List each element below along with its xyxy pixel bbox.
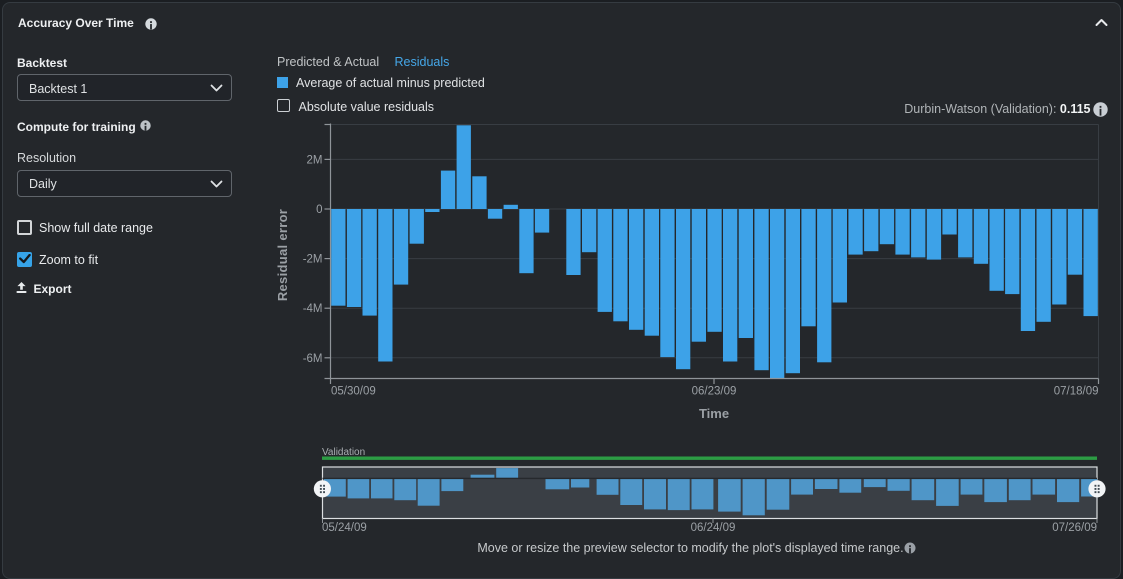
svg-text:06/23/09: 06/23/09 [692, 386, 737, 398]
svg-text:0: 0 [316, 204, 322, 216]
svg-text:06/24/09: 06/24/09 [691, 522, 736, 534]
svg-text:-6M: -6M [303, 353, 323, 365]
svg-text:05/24/09: 05/24/09 [322, 522, 367, 534]
svg-text:05/30/09: 05/30/09 [331, 386, 376, 398]
svg-text:-4M: -4M [303, 303, 323, 315]
svg-text:07/26/09: 07/26/09 [1052, 522, 1097, 534]
svg-text:Residual error: Residual error [275, 209, 290, 301]
svg-text:Validation: Validation [322, 447, 365, 458]
svg-text:Time: Time [699, 406, 729, 421]
svg-text:07/18/09: 07/18/09 [1054, 386, 1099, 398]
svg-text:-2M: -2M [303, 254, 323, 266]
svg-text:2M: 2M [307, 154, 323, 166]
